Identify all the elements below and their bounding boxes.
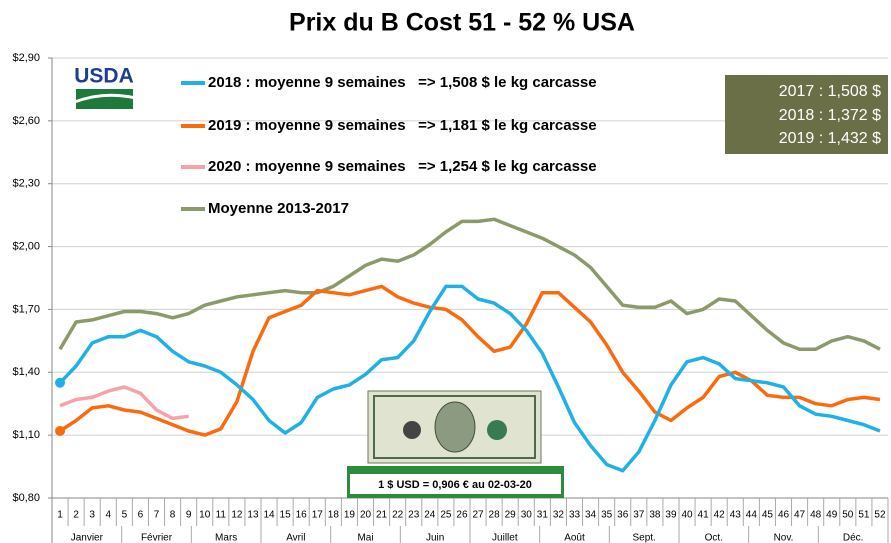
month-label: Juin xyxy=(426,533,444,543)
x-tick-label: 20 xyxy=(360,510,372,521)
box-line: 2018 : 1,372 $ xyxy=(779,107,881,124)
x-tick-label: 7 xyxy=(154,510,160,521)
month-label: Avril xyxy=(286,533,305,543)
x-tick-label: 10 xyxy=(199,510,211,521)
x-tick-label: 29 xyxy=(505,510,517,521)
legend-label: 2018 : moyenne 9 semaines => 1,508 $ le … xyxy=(208,74,597,91)
bill-seal xyxy=(403,421,421,439)
box-line: 2017 : 1,508 $ xyxy=(779,83,881,100)
annotation-box: 2017 : 1,508 $ 2018 : 1,372 $ 2019 : 1,4… xyxy=(725,75,888,154)
y-tick-label: $1,10 xyxy=(12,429,40,441)
month-label: Oct. xyxy=(705,533,723,543)
x-tick-label: 2 xyxy=(73,510,79,521)
x-tick-label: 1 xyxy=(57,510,63,521)
x-tick-label: 34 xyxy=(585,510,597,521)
x-tick-label: 15 xyxy=(280,510,292,521)
x-tick-label: 44 xyxy=(746,510,758,521)
x-tick-label: 17 xyxy=(312,510,324,521)
chart: Prix du B Cost 51 - 52 % USA USDA $0,80 $… xyxy=(0,0,891,543)
usda-logo: USDA xyxy=(74,65,134,109)
y-tick-label: $0,80 xyxy=(12,492,40,504)
x-tick-label: 28 xyxy=(489,510,501,521)
x-tick-label: 41 xyxy=(698,510,710,521)
x-tick-label: 25 xyxy=(440,510,452,521)
x-tick-label: 52 xyxy=(874,510,886,521)
x-tick-label: 27 xyxy=(472,510,484,521)
x-tick-label: 8 xyxy=(170,510,176,521)
y-tick-label: $1,40 xyxy=(12,366,40,378)
month-label: Mars xyxy=(215,533,237,543)
y-tick-label: $2,30 xyxy=(12,178,40,190)
x-tick-label: 6 xyxy=(138,510,144,521)
x-tick-label: 43 xyxy=(730,510,742,521)
x-tick-label: 19 xyxy=(344,510,356,521)
x-tick-label: 12 xyxy=(231,510,243,521)
x-tick-label: 39 xyxy=(665,510,677,521)
x-tick-label: 4 xyxy=(105,510,111,521)
x-tick-label: 40 xyxy=(681,510,693,521)
x-tick-label: 45 xyxy=(762,510,774,521)
month-label: Mai xyxy=(357,533,373,543)
exchange-note: 1 $ USD = 0,906 € au 02-03-20 xyxy=(347,466,564,498)
y-tick-label: $2,90 xyxy=(12,52,40,64)
x-tick-label: 35 xyxy=(601,510,613,521)
logo-text: USDA xyxy=(74,65,134,88)
x-tick-label: 37 xyxy=(633,510,645,521)
x-tick-label: 11 xyxy=(216,510,227,521)
x-tick-label: 48 xyxy=(810,510,822,521)
month-label: Janvier xyxy=(71,533,104,543)
x-tick-label: 38 xyxy=(649,510,661,521)
x-tick-label: 50 xyxy=(842,510,854,521)
x-tick-label: 23 xyxy=(408,510,420,521)
dollar-bill xyxy=(368,391,541,463)
legend-label: 2020 : moyenne 9 semaines => 1,254 $ le … xyxy=(208,158,597,175)
x-tick-label: 46 xyxy=(778,510,790,521)
x-tick-label: 13 xyxy=(247,510,259,521)
x-tick-label: 49 xyxy=(826,510,838,521)
legend-label: Moyenne 2013-2017 xyxy=(208,200,349,217)
page: {"chart_data": {"type": "line", "title":… xyxy=(0,0,891,543)
start-marker xyxy=(55,426,65,436)
month-label: Juillet xyxy=(492,533,518,543)
series-line xyxy=(60,387,189,418)
start-marker xyxy=(55,378,65,388)
x-tick-label: 5 xyxy=(122,510,128,521)
month-label: Sept. xyxy=(632,533,655,543)
month-label: Février xyxy=(141,533,173,543)
y-tick-label: $2,60 xyxy=(12,115,40,127)
x-tick-label: 36 xyxy=(617,510,629,521)
x-tick-label: 9 xyxy=(186,510,192,521)
x-tick-label: 3 xyxy=(89,510,95,521)
exchange-text: 1 $ USD = 0,906 € au 02-03-20 xyxy=(378,479,532,491)
x-tick-label: 26 xyxy=(456,510,468,521)
x-tick-label: 18 xyxy=(328,510,340,521)
box-line: 2019 : 1,432 $ xyxy=(779,130,881,147)
y-tick-label: $1,70 xyxy=(12,303,40,315)
x-tick-label: 21 xyxy=(376,510,388,521)
x-tick-label: 16 xyxy=(296,510,308,521)
month-label: Nov. xyxy=(774,533,794,543)
x-tick-label: 51 xyxy=(858,510,870,521)
legend-label: 2019 : moyenne 9 semaines => 1,181 $ le … xyxy=(208,117,597,134)
x-tick-label: 22 xyxy=(392,510,404,521)
chart-title: Prix du B Cost 51 - 52 % USA xyxy=(289,9,635,37)
x-tick-label: 24 xyxy=(424,510,436,521)
x-tick-label: 14 xyxy=(263,510,275,521)
bill-portrait xyxy=(435,402,475,452)
x-tick-label: 42 xyxy=(714,510,726,521)
month-label: Août xyxy=(564,533,585,543)
y-tick-label: $2,00 xyxy=(12,240,40,252)
x-tick-label: 30 xyxy=(521,510,533,521)
month-label: Déc. xyxy=(843,533,864,543)
x-tick-label: 31 xyxy=(537,510,549,521)
bill-seal xyxy=(487,420,507,440)
x-tick-label: 32 xyxy=(553,510,565,521)
x-tick-label: 47 xyxy=(794,510,806,521)
x-tick-label: 33 xyxy=(569,510,581,521)
